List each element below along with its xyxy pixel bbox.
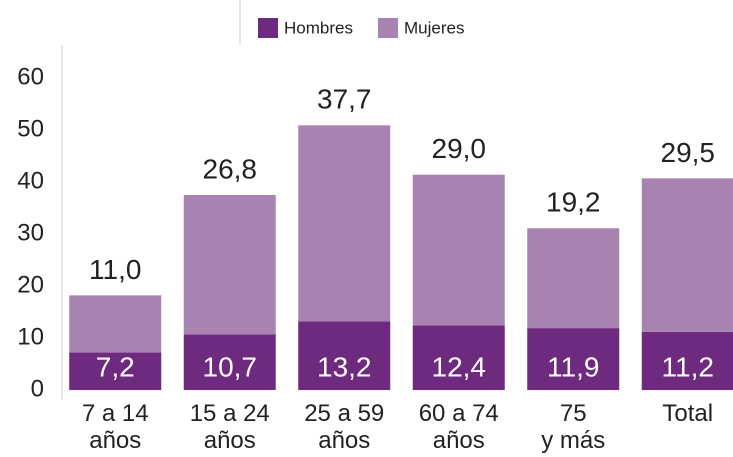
bar-segment: [298, 321, 391, 390]
bar-segment: [527, 228, 620, 329]
bar-segment: [298, 125, 391, 322]
x-tick-line: años: [89, 427, 141, 454]
x-tick-label: 7 a 14 años: [82, 400, 149, 454]
bar-segment: [412, 325, 505, 390]
x-tick-line: años: [318, 427, 370, 454]
x-tick-label: 60 a 74 años: [419, 400, 499, 454]
x-tick-label: Total: [662, 400, 713, 427]
y-tick-label: 50: [17, 115, 44, 142]
y-tick-label: 10: [17, 323, 44, 350]
bar-segment: [183, 195, 276, 335]
value-label: 26,8: [203, 153, 258, 184]
bar-segment: [69, 295, 162, 353]
value-label: 29,5: [661, 137, 716, 168]
bar-segment: [641, 178, 733, 332]
bar-segment: [527, 328, 620, 390]
x-tick-line: Total: [662, 400, 713, 427]
value-label: 12,4: [432, 351, 487, 382]
x-tick-line: 25 a 59: [304, 400, 384, 427]
legend-label: Mujeres: [404, 18, 464, 37]
x-tick-line: 75: [560, 400, 587, 427]
x-tick-line: 15 a 24: [190, 400, 270, 427]
y-tick-label: 20: [17, 271, 44, 298]
y-tick-label: 0: [31, 375, 44, 402]
bar-segment: [69, 352, 162, 390]
x-tick-line: 7 a 14: [82, 400, 149, 427]
value-label: 19,2: [546, 187, 601, 218]
value-label: 37,7: [317, 84, 372, 115]
y-tick-label: 60: [17, 63, 44, 90]
value-label: 11,0: [89, 254, 141, 285]
legend-label: Hombres: [284, 18, 353, 37]
value-label: 11,9: [547, 351, 599, 382]
legend-swatch: [258, 18, 278, 38]
x-tick-label: 75 y más: [541, 400, 605, 454]
value-label: 13,2: [317, 351, 372, 382]
x-tick-label: 25 a 59 años: [304, 400, 384, 454]
x-tick-label: 15 a 24 años: [190, 400, 270, 454]
x-tick-line: y más: [541, 427, 605, 454]
bar-segment: [412, 174, 505, 326]
x-tick-line: años: [433, 427, 485, 454]
y-tick-label: 40: [17, 167, 44, 194]
legend-swatch: [378, 18, 398, 38]
value-label: 10,7: [203, 351, 258, 382]
y-tick-label: 30: [17, 219, 44, 246]
bar-segment: [183, 334, 276, 390]
value-label: 7,2: [96, 351, 135, 382]
value-label: 11,2: [662, 351, 714, 382]
value-label: 29,0: [432, 133, 487, 164]
bar-segment: [641, 331, 733, 390]
x-tick-line: 60 a 74: [419, 400, 499, 427]
x-tick-line: años: [204, 427, 256, 454]
